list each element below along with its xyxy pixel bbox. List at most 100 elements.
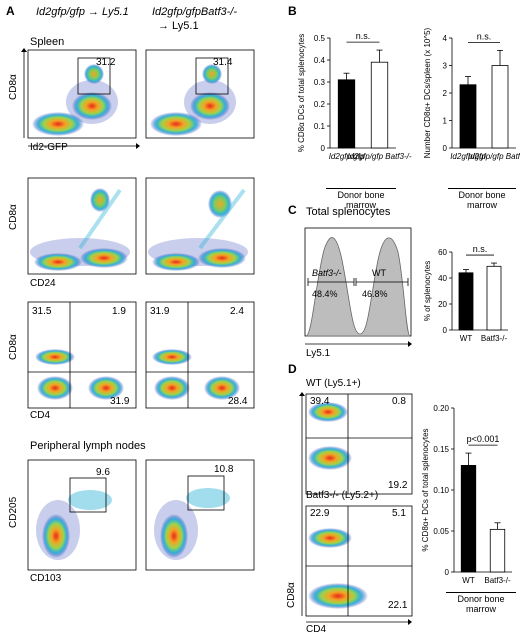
category-label: Id2gfp/gfp bbox=[450, 152, 486, 161]
significance-label: n.s. bbox=[356, 31, 371, 41]
bar bbox=[337, 79, 356, 149]
y-tick-label: 2 bbox=[443, 89, 448, 98]
panel-label-b: B bbox=[288, 4, 297, 18]
col1-header: Id2gfp/gfp → Ly5.1 bbox=[36, 6, 129, 18]
y-tick-label: 20 bbox=[438, 300, 447, 309]
flow-plot-row3-right bbox=[145, 301, 255, 409]
d-xlabel: CD4 bbox=[306, 624, 327, 635]
flow-plot-row2-right bbox=[145, 177, 255, 275]
row4-xlabel: CD103 bbox=[30, 573, 62, 584]
d-y-arrowhead bbox=[299, 392, 305, 396]
flow-plot-d-top bbox=[305, 393, 413, 495]
y-tick-label: 0.15 bbox=[433, 445, 449, 454]
bar bbox=[486, 265, 502, 331]
category-label: Id2gfp/gfp Batf3-/- bbox=[347, 152, 411, 161]
c-gate-wt-val: 46.8% bbox=[362, 289, 388, 299]
bar-chart-c: 0 20 40 60 WT Batf3-/- n.s. % of splenocytes bbox=[423, 244, 508, 343]
flow-plot-row1-right bbox=[145, 49, 255, 139]
bar-chart-d: 0 0.05 0.10 0.15 0.20 WT Batf3-/- p<0.001 % CD8α… bbox=[421, 404, 512, 585]
c-gate-batf3-val: 48.4% bbox=[312, 289, 338, 299]
y-tick-label: 0 bbox=[443, 144, 448, 153]
col2-header-line2: → Ly5.1 bbox=[158, 20, 199, 32]
d-wt-label: WT (Ly5.1+) bbox=[306, 378, 361, 389]
y-tick-label: 0 bbox=[443, 326, 448, 335]
category-label: WT bbox=[462, 576, 475, 585]
category-label: WT bbox=[460, 334, 473, 343]
d-top-lr: 19.2 bbox=[388, 480, 408, 491]
panel-label-d: D bbox=[288, 362, 297, 376]
d-bottom-ul: 22.9 bbox=[310, 508, 330, 519]
flow-plot-row2-left bbox=[27, 177, 137, 275]
histogram-ly51 bbox=[304, 227, 412, 337]
category-label: Batf3-/- bbox=[484, 576, 511, 585]
bar bbox=[458, 272, 474, 331]
d-ylabel: CD8α bbox=[286, 582, 297, 608]
flow-plot-row4-left bbox=[27, 459, 137, 571]
category-label: Id2gfp/gfp bbox=[329, 152, 365, 161]
y-tick-label: 1 bbox=[443, 117, 448, 126]
d-batf3-label: Batf3-/- (Ly5.2+) bbox=[306, 490, 379, 501]
y-tick-label: 0.10 bbox=[433, 486, 449, 495]
y-axis-label: Number CD8α+ DCs/spleen (x 10^5) bbox=[423, 27, 432, 158]
d-bottom-lr: 22.1 bbox=[388, 600, 408, 611]
c-gate-wt: WT bbox=[372, 268, 386, 278]
y-tick-label: 40 bbox=[438, 274, 447, 283]
flow-plot-row3-left bbox=[27, 301, 137, 409]
y-axis-label: % of splenocytes bbox=[423, 261, 432, 321]
y-axis-label: % CD8α DCs of total splenocytes bbox=[297, 34, 306, 152]
x-arrowhead bbox=[136, 143, 140, 149]
row1-gate-right: 31.4 bbox=[213, 57, 233, 68]
bar bbox=[370, 61, 389, 149]
significance-label: n.s. bbox=[473, 244, 488, 254]
row3-left-lr: 31.9 bbox=[110, 396, 130, 407]
row3-left-ur: 1.9 bbox=[112, 306, 126, 317]
pln-title: Peripheral lymph nodes bbox=[30, 440, 146, 452]
y-tick-label: 0.20 bbox=[433, 404, 449, 413]
category-label: Id2gfp/gfp Batf3-/- bbox=[468, 152, 520, 161]
row3-left-ul: 31.5 bbox=[32, 306, 52, 317]
y-tick-label: 3 bbox=[443, 62, 448, 71]
b1-footer: Donor bone marrow bbox=[326, 188, 396, 210]
row2-xlabel: CD24 bbox=[30, 278, 56, 289]
y-tick-label: 60 bbox=[438, 248, 447, 257]
flow-plot-row1-left bbox=[27, 49, 137, 139]
significance-label: p<0.001 bbox=[467, 434, 500, 444]
c-hist-xlabel: Ly5.1 bbox=[306, 348, 331, 359]
flow-plot-row4-right bbox=[145, 459, 255, 571]
bar bbox=[459, 84, 477, 149]
panel-label-c: C bbox=[288, 203, 297, 217]
bar bbox=[491, 65, 509, 149]
y-tick-label: 4 bbox=[443, 34, 448, 43]
row1-gate-left: 31.2 bbox=[96, 57, 116, 68]
y-axis-label: % CD8α+ DCs of total splenocytes bbox=[421, 428, 430, 551]
row3-xlabel: CD4 bbox=[30, 410, 51, 421]
row3-right-ul: 31.9 bbox=[150, 306, 170, 317]
d-bottom-ur: 5.1 bbox=[392, 508, 406, 519]
y-tick-label: 0.2 bbox=[314, 100, 326, 109]
y-arrowhead bbox=[21, 48, 27, 52]
flow-plot-d-bottom bbox=[305, 505, 413, 617]
y-tick-label: 0 bbox=[445, 568, 450, 577]
d-top-ur: 0.8 bbox=[392, 396, 406, 407]
col2-header-line1: Id2gfp/gfpBatf3-/- bbox=[152, 6, 237, 18]
hist-x-arrowhead bbox=[408, 341, 412, 347]
d-top-ul: 39.4 bbox=[310, 396, 330, 407]
b2-footer: Donor bone marrow bbox=[448, 188, 516, 210]
y-tick-label: 0.4 bbox=[314, 56, 326, 65]
row1-xlabel: Id2-GFP bbox=[30, 142, 68, 153]
panel-label-a: A bbox=[6, 4, 15, 18]
y-tick-label: 0.5 bbox=[314, 34, 326, 43]
bar bbox=[489, 528, 506, 573]
bar bbox=[460, 464, 477, 573]
y-tick-label: 0.05 bbox=[433, 527, 449, 536]
c-gate-batf3: Batf3-/- bbox=[312, 268, 342, 278]
spleen-title: Spleen bbox=[30, 36, 65, 48]
row3-right-ur: 2.4 bbox=[230, 306, 244, 317]
d-footer: Donor bone marrow bbox=[446, 592, 516, 614]
y-tick-label: 0 bbox=[321, 144, 326, 153]
significance-label: n.s. bbox=[477, 31, 492, 41]
category-label: Batf3-/- bbox=[481, 334, 508, 343]
